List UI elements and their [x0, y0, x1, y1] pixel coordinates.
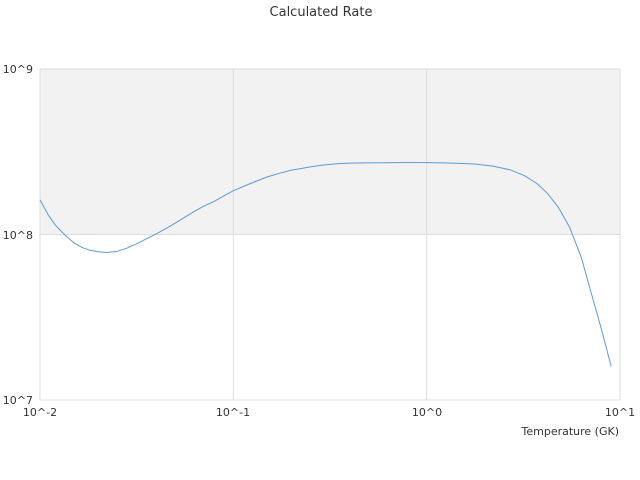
plot-background	[40, 69, 620, 235]
y-tick-label-bottom: 10^7	[3, 394, 33, 407]
chart-title: Calculated Rate	[270, 5, 373, 20]
series-line-1	[39, 162, 612, 367]
y-tick-label-top: 10^9	[3, 63, 33, 76]
x-tick-label-4: 10^1	[605, 406, 635, 419]
grid-lines	[39, 68, 621, 401]
x-tick-label-1: 10^-2	[23, 406, 57, 419]
x-tick-label-2: 10^-1	[216, 406, 250, 419]
y-tick-label-mid: 10^8	[3, 229, 33, 242]
series-layer	[39, 162, 612, 367]
x-axis-label: Temperature (GK)	[521, 425, 620, 438]
shaded-band	[40, 69, 620, 235]
x-tick-label-3: 10^0	[412, 406, 442, 419]
